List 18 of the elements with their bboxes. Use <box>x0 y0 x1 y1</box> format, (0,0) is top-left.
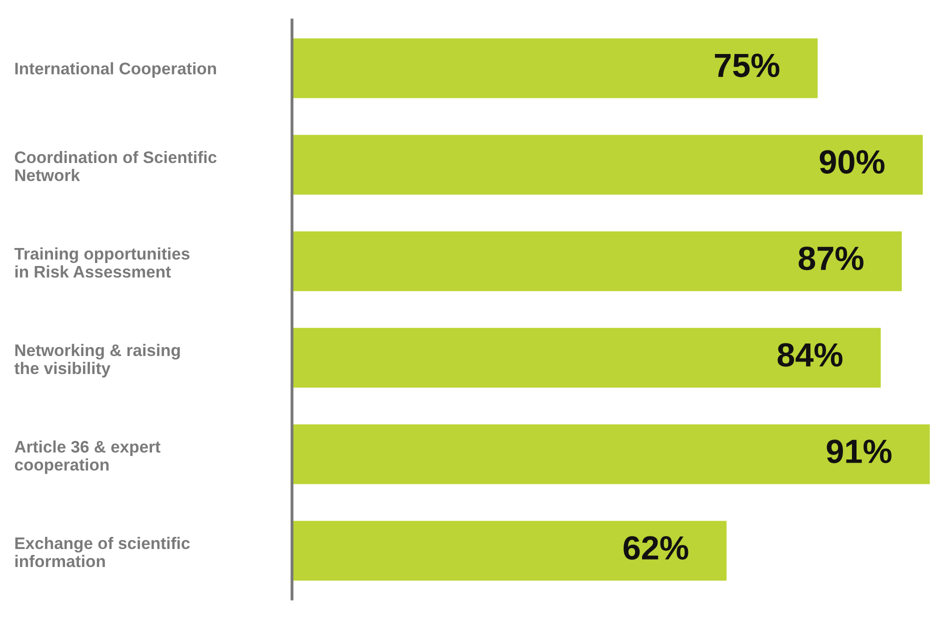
data-label: 62% <box>624 536 688 560</box>
data-label: 87% <box>798 246 864 270</box>
bar <box>292 424 930 484</box>
bar <box>292 38 818 98</box>
bar <box>292 328 881 388</box>
data-label: 75% <box>714 54 780 78</box>
bar <box>292 520 727 581</box>
bar <box>292 231 902 292</box>
data-label: 90% <box>820 150 884 174</box>
y-tick-label: Article 36 & expert cooperation <box>14 440 160 474</box>
y-tick-label: Networking & raising the visibility <box>14 344 180 378</box>
y-tick-label: International Cooperation <box>15 62 216 78</box>
bar <box>292 134 923 195</box>
data-label: 91% <box>826 440 892 464</box>
y-tick-label: Exchange of scientific information <box>15 536 190 568</box>
y-tick-label: Training opportunities in Risk Assessment <box>14 247 190 278</box>
data-label: 84% <box>778 343 842 367</box>
y-tick-label: Coordination of Scientific Network <box>14 150 217 182</box>
